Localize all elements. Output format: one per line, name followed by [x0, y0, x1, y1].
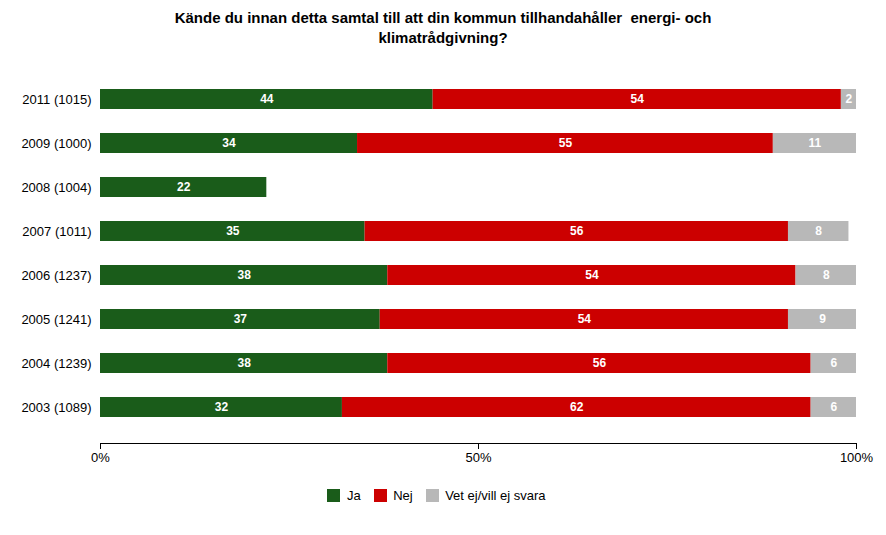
html-text:Ja: Ja — [346, 488, 361, 503]
svg-text:22: 22 — [177, 180, 191, 194]
html-text:Vet ej/vill ej svara: Vet ej/vill ej svara — [445, 488, 546, 503]
svg-text:54: 54 — [578, 312, 592, 326]
svg-text:2008 (1004): 2008 (1004) — [21, 180, 91, 195]
svg-text:2003 (1089): 2003 (1089) — [21, 400, 91, 415]
svg-text:32: 32 — [215, 400, 229, 414]
svg-text:38: 38 — [237, 268, 251, 282]
svg-text:8: 8 — [815, 224, 822, 238]
svg-text:2: 2 — [846, 92, 853, 106]
svg-text:11: 11 — [809, 136, 822, 150]
svg-text:37: 37 — [234, 312, 248, 326]
svg-text:6: 6 — [830, 356, 837, 370]
svg-text:100%: 100% — [840, 450, 874, 465]
svg-text:55: 55 — [559, 136, 573, 150]
svg-text:54: 54 — [631, 92, 645, 106]
svg-text:2004 (1239): 2004 (1239) — [21, 356, 91, 371]
svg-text:2011 (1015): 2011 (1015) — [22, 92, 91, 107]
svg-text:35: 35 — [226, 224, 240, 238]
svg-text:2007 (1011): 2007 (1011) — [22, 224, 91, 239]
html-text:Nej: Nej — [393, 488, 413, 503]
svg-text:50%: 50% — [465, 450, 491, 465]
svg-text:56: 56 — [593, 356, 607, 370]
svg-text:8: 8 — [823, 268, 830, 282]
svg-text:6: 6 — [830, 400, 837, 414]
svg-text:2006 (1237): 2006 (1237) — [21, 268, 91, 283]
svg-text:2009 (1000): 2009 (1000) — [21, 136, 91, 151]
svg-text:62: 62 — [570, 400, 584, 414]
svg-text:9: 9 — [819, 312, 826, 326]
svg-text:56: 56 — [570, 224, 584, 238]
svg-text:0%: 0% — [91, 450, 110, 465]
svg-text:34: 34 — [222, 136, 236, 150]
svg-text:44: 44 — [260, 92, 274, 106]
svg-text:54: 54 — [585, 268, 599, 282]
svg-text:38: 38 — [237, 356, 251, 370]
html-text:Kände du innan detta samtal ti: Kände du innan detta samtal till att din… — [174, 9, 712, 46]
svg-text:2005 (1241): 2005 (1241) — [21, 312, 91, 327]
